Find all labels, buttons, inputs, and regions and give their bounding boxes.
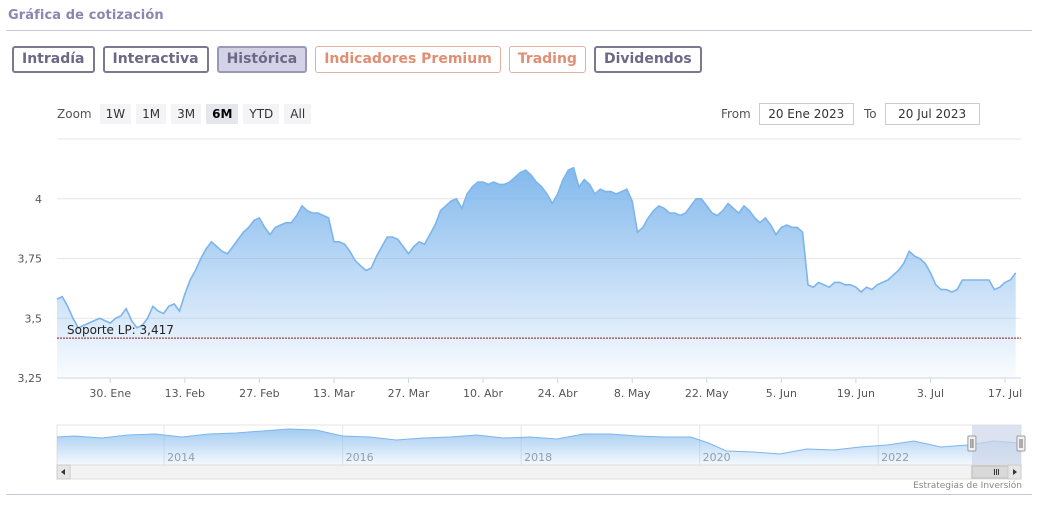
arrow-left-icon xyxy=(61,469,65,475)
section-title: Gráfica de cotización xyxy=(8,8,164,23)
zoom-selector: Zoom 1W 1M 3M 6M YTD All xyxy=(57,104,316,124)
tab-intradia[interactable]: Intradía xyxy=(12,46,95,73)
title-divider xyxy=(6,30,1032,31)
zoom-all-button[interactable]: All xyxy=(284,104,312,124)
tab-interactiva[interactable]: Interactiva xyxy=(102,46,209,73)
x-tick-label: 8. May xyxy=(614,387,651,400)
y-tick-label: 4 xyxy=(35,193,42,206)
y-tick-label: 3,75 xyxy=(18,253,43,266)
zoom-label: Zoom xyxy=(57,107,92,121)
x-axis: 30. Ene 13. Feb 27. Feb 13. Mar 27. Mar 10. A… xyxy=(57,377,1022,400)
x-tick-label: 3. Jul xyxy=(917,387,944,400)
zoom-1w-button[interactable]: 1W xyxy=(99,104,132,124)
tab-trading[interactable]: Trading xyxy=(508,46,586,73)
chart-tabs: Intradía Interactiva Histórica Indicador… xyxy=(12,46,702,73)
x-tick-label: 19. Jun xyxy=(837,387,875,400)
x-tick-label: 13. Mar xyxy=(313,387,355,400)
zoom-1m-button[interactable]: 1M xyxy=(136,104,167,124)
y-tick-label: 3,25 xyxy=(18,372,43,385)
navigator-right-handle[interactable] xyxy=(1016,435,1026,452)
x-tick-label: 17. Jul xyxy=(988,387,1022,400)
x-tick-label: 30. Ene xyxy=(89,387,131,400)
from-date-input[interactable]: 20 Ene 2023 xyxy=(758,103,854,125)
x-tick-label: 27. Feb xyxy=(239,387,279,400)
arrow-right-icon xyxy=(1013,469,1017,475)
bottom-divider xyxy=(6,494,1032,495)
navigator-selection[interactable] xyxy=(971,425,1021,465)
to-date-input[interactable]: 20 Jul 2023 xyxy=(884,103,980,125)
tab-dividendos[interactable]: Dividendos xyxy=(593,46,702,73)
price-series xyxy=(56,166,1017,378)
tab-indicadores-premium[interactable]: Indicadores Premium xyxy=(315,46,501,73)
credit-label: Estrategias de Inversión xyxy=(913,481,1022,491)
to-label: To xyxy=(864,107,877,121)
navigator-area xyxy=(57,429,1021,465)
range-from: From 20 Ene 2023 xyxy=(721,103,854,125)
from-label: From xyxy=(721,107,751,121)
range-to: To 20 Jul 2023 xyxy=(864,103,980,125)
navigator-line xyxy=(56,428,1022,455)
y-axis: 4 3,75 3,5 3,25 xyxy=(18,193,43,385)
navigator[interactable]: 20142016201820202022 xyxy=(56,424,1026,480)
price-area xyxy=(57,167,1016,378)
tab-historica[interactable]: Histórica xyxy=(216,46,308,73)
x-tick-label: 13. Feb xyxy=(165,387,205,400)
zoom-6m-button[interactable]: 6M xyxy=(206,104,239,124)
navigator-left-handle[interactable] xyxy=(967,435,977,452)
x-tick-label: 5. Jun xyxy=(766,387,797,400)
zoom-3m-button[interactable]: 3M xyxy=(171,104,202,124)
x-tick-label: 22. May xyxy=(685,387,729,400)
navigator-scrollbar[interactable] xyxy=(56,464,1022,480)
zoom-ytd-button[interactable]: YTD xyxy=(243,104,280,124)
x-tick-label: 24. Abr xyxy=(538,387,578,400)
support-line: Soporte LP: 3,417 xyxy=(57,323,1021,339)
support-label: Soporte LP: 3,417 xyxy=(67,323,174,337)
x-tick-label: 27. Mar xyxy=(388,387,430,400)
price-line xyxy=(56,166,1017,329)
y-tick-label: 3,5 xyxy=(25,312,43,325)
x-tick-label: 10. Abr xyxy=(463,387,503,400)
